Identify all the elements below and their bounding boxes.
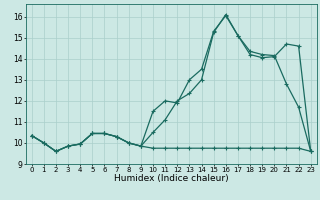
- X-axis label: Humidex (Indice chaleur): Humidex (Indice chaleur): [114, 174, 228, 183]
